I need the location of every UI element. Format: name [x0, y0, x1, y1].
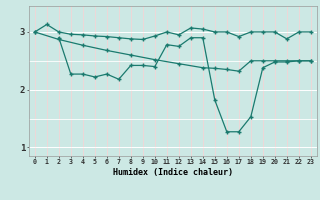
X-axis label: Humidex (Indice chaleur): Humidex (Indice chaleur)	[113, 168, 233, 177]
